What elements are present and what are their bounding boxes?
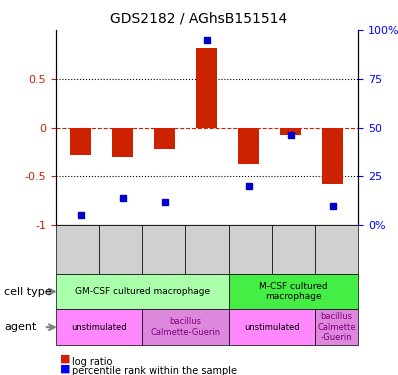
Text: log ratio: log ratio (72, 357, 112, 367)
Text: ■: ■ (60, 363, 70, 373)
Bar (281, 128, 302, 135)
Text: M-CSF cultured
macrophage: M-CSF cultured macrophage (259, 282, 328, 301)
Text: agent: agent (4, 322, 36, 332)
Text: cell type: cell type (4, 286, 52, 297)
Text: unstimulated: unstimulated (244, 322, 300, 332)
Text: GM-CSF cultured macrophage: GM-CSF cultured macrophage (74, 287, 210, 296)
Bar (197, 48, 217, 128)
Text: GDS2182 / AGhsB151514: GDS2182 / AGhsB151514 (110, 11, 288, 25)
Bar (238, 128, 259, 164)
Text: percentile rank within the sample: percentile rank within the sample (72, 366, 237, 375)
Text: bacillus
Calmette
-Guerin: bacillus Calmette -Guerin (317, 312, 356, 342)
Bar (322, 128, 343, 184)
Bar (70, 128, 92, 155)
Text: ■: ■ (60, 354, 70, 364)
Text: bacillus
Calmette-Guerin: bacillus Calmette-Guerin (150, 318, 220, 337)
Bar (154, 128, 176, 149)
Bar (113, 128, 133, 157)
Text: unstimulated: unstimulated (71, 322, 127, 332)
